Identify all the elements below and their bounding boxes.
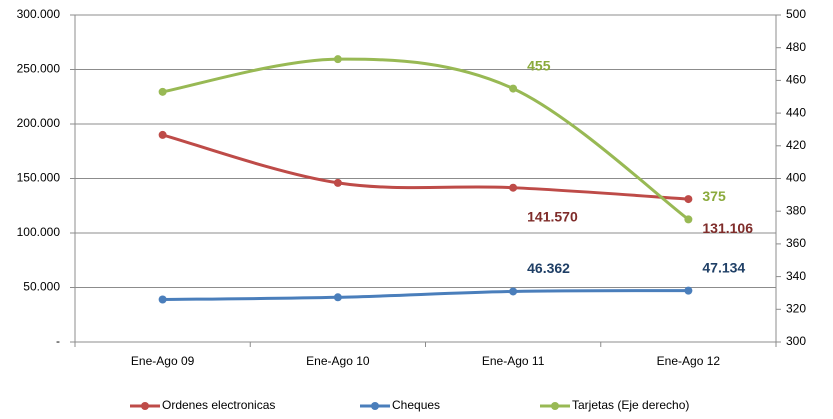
y2-tick-label: 340 bbox=[786, 269, 806, 283]
series-line bbox=[162, 289, 689, 301]
data-label: 131.106 bbox=[702, 220, 753, 236]
legend-marker bbox=[141, 402, 149, 410]
point bbox=[509, 287, 518, 296]
y2-tick-label: 320 bbox=[786, 301, 806, 315]
y2-tick-label: 420 bbox=[786, 138, 806, 152]
point bbox=[684, 195, 693, 204]
x-tick-label: Ene-Ago 10 bbox=[306, 354, 370, 368]
y-tick-label: 150.000 bbox=[17, 171, 61, 185]
data-label: 375 bbox=[702, 188, 726, 204]
point bbox=[158, 295, 167, 304]
point bbox=[509, 183, 518, 192]
point bbox=[684, 215, 693, 224]
point bbox=[158, 87, 167, 96]
y-tick-label: 50.000 bbox=[23, 280, 60, 294]
y2-tick-label: 440 bbox=[786, 105, 806, 119]
point bbox=[158, 130, 167, 139]
y-tick-label: 300.000 bbox=[17, 7, 61, 21]
y2-tick-label: 500 bbox=[786, 7, 806, 21]
legend-label: Tarjetas (Eje derecho) bbox=[572, 398, 689, 412]
point bbox=[333, 55, 342, 64]
y-tick-label: - bbox=[56, 334, 60, 348]
legend-marker bbox=[371, 402, 379, 410]
series-line bbox=[162, 57, 690, 221]
x-tick-label: Ene-Ago 11 bbox=[482, 354, 545, 368]
y2-tick-label: 400 bbox=[786, 171, 806, 185]
y2-tick-label: 360 bbox=[786, 236, 806, 250]
y2-tick-label: 380 bbox=[786, 203, 806, 217]
y-tick-label: 100.000 bbox=[17, 225, 61, 239]
y-tick-label: 200.000 bbox=[17, 116, 61, 130]
y2-tick-label: 300 bbox=[786, 334, 806, 348]
point bbox=[333, 178, 342, 187]
data-label: 141.570 bbox=[527, 208, 578, 224]
point bbox=[684, 286, 693, 295]
y2-tick-label: 480 bbox=[786, 40, 806, 54]
legend-marker bbox=[551, 402, 559, 410]
legend-label: Ordenes electronicas bbox=[162, 398, 275, 412]
point bbox=[333, 293, 342, 302]
data-label: 47.134 bbox=[702, 259, 745, 275]
legend-label: Cheques bbox=[392, 398, 440, 412]
x-tick-label: Ene-Ago 12 bbox=[657, 354, 721, 368]
data-label: 46.362 bbox=[527, 260, 570, 276]
y2-tick-label: 460 bbox=[786, 73, 806, 87]
data-label: 455 bbox=[527, 57, 551, 73]
y-tick-label: 250.000 bbox=[17, 62, 61, 76]
series-line bbox=[162, 133, 689, 201]
point bbox=[509, 84, 518, 93]
x-tick-label: Ene-Ago 09 bbox=[131, 354, 195, 368]
